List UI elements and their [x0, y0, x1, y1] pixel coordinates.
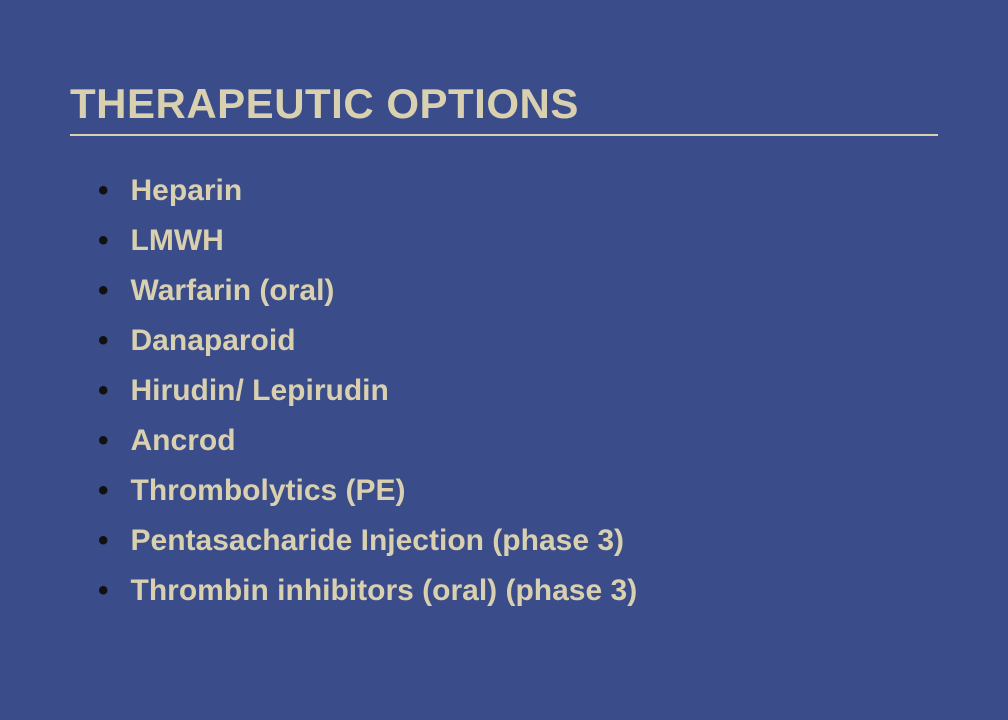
- bullet-icon: •: [98, 174, 109, 208]
- bullet-icon: •: [98, 524, 109, 558]
- options-list: • Heparin • LMWH • Warfarin (oral) • Dan…: [70, 174, 938, 608]
- item-text: LMWH: [131, 224, 224, 258]
- bullet-icon: •: [98, 274, 109, 308]
- list-item: • Heparin: [98, 174, 938, 208]
- bullet-icon: •: [98, 424, 109, 458]
- item-text: Warfarin (oral): [131, 274, 335, 308]
- bullet-icon: •: [98, 374, 109, 408]
- bullet-icon: •: [98, 474, 109, 508]
- list-item: • Ancrod: [98, 424, 938, 458]
- list-item: • Pentasacharide Injection (phase 3): [98, 524, 938, 558]
- item-text: Ancrod: [131, 424, 236, 458]
- item-text: Thrombolytics (PE): [131, 474, 406, 508]
- list-item: • LMWH: [98, 224, 938, 258]
- item-text: Heparin: [131, 174, 243, 208]
- list-item: • Hirudin/ Lepirudin: [98, 374, 938, 408]
- bullet-icon: •: [98, 574, 109, 608]
- item-text: Hirudin/ Lepirudin: [131, 374, 389, 408]
- list-item: • Thrombolytics (PE): [98, 474, 938, 508]
- item-text: Danaparoid: [131, 324, 296, 358]
- item-text: Pentasacharide Injection (phase 3): [131, 524, 625, 558]
- item-text: Thrombin inhibitors (oral) (phase 3): [131, 574, 638, 608]
- bullet-icon: •: [98, 224, 109, 258]
- list-item: • Danaparoid: [98, 324, 938, 358]
- bullet-icon: •: [98, 324, 109, 358]
- list-item: • Thrombin inhibitors (oral) (phase 3): [98, 574, 938, 608]
- slide-title: THERAPEUTIC OPTIONS: [70, 80, 938, 136]
- list-item: • Warfarin (oral): [98, 274, 938, 308]
